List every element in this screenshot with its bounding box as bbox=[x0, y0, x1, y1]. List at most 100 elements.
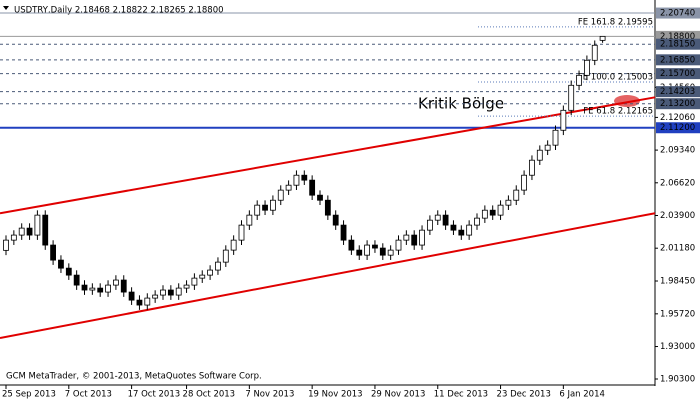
y-tick-label: 2.09340 bbox=[660, 146, 695, 156]
candle-body bbox=[529, 159, 535, 176]
candle-body bbox=[332, 214, 339, 226]
candle-body bbox=[136, 299, 143, 306]
candle-body bbox=[160, 289, 166, 296]
candle-body bbox=[191, 277, 198, 286]
candle-body bbox=[3, 239, 9, 251]
candle-body bbox=[301, 174, 308, 181]
candle-body bbox=[97, 287, 104, 293]
candle-body bbox=[207, 269, 214, 276]
x-tick-label: 28 Oct 2013 bbox=[183, 390, 236, 400]
candle-body bbox=[544, 144, 551, 151]
candle-body bbox=[426, 219, 433, 231]
candle-body bbox=[105, 284, 111, 293]
candle-body bbox=[152, 294, 159, 299]
candle-body bbox=[568, 84, 575, 111]
candle-body bbox=[591, 44, 598, 61]
candle-body bbox=[379, 247, 386, 256]
candle-body bbox=[419, 229, 425, 246]
fib-label: FE 61.8 2.12165 bbox=[583, 107, 653, 117]
candle-body bbox=[348, 239, 355, 251]
x-tick-label: 7 Oct 2013 bbox=[65, 390, 112, 400]
candle-body bbox=[513, 189, 520, 201]
y-tick-label: 1.93000 bbox=[660, 342, 695, 352]
candle-body bbox=[324, 199, 331, 216]
candle-body bbox=[481, 209, 488, 219]
candle-body bbox=[50, 244, 56, 261]
y-tick-label: 1.98450 bbox=[660, 277, 695, 287]
candle-body bbox=[356, 249, 363, 256]
level-label: 2.14203 bbox=[660, 87, 695, 97]
y-tick-label: 1.95720 bbox=[660, 309, 695, 319]
level-label: 2.20740 bbox=[660, 9, 695, 19]
level-label-box bbox=[656, 122, 700, 134]
level-label-box bbox=[656, 54, 700, 66]
candle-body bbox=[372, 244, 378, 249]
candle-body bbox=[450, 224, 457, 231]
candle-body bbox=[552, 129, 559, 146]
candle-body bbox=[89, 287, 96, 291]
x-tick-label: 11 Dec 2013 bbox=[434, 390, 488, 400]
x-tick-label: 23 Dec 2013 bbox=[497, 390, 551, 400]
candle-body bbox=[246, 214, 253, 226]
y-tick-label: 2.12060 bbox=[660, 113, 695, 123]
y-tick-label: 1.90300 bbox=[660, 374, 695, 384]
candle-body bbox=[42, 214, 49, 246]
candle-body bbox=[364, 244, 371, 256]
candle-body bbox=[175, 287, 182, 296]
level-label-box bbox=[656, 7, 700, 19]
chart-title: USDTRY,Daily 2.18468 2.18822 2.18265 2.1… bbox=[14, 6, 224, 16]
candle-body bbox=[285, 184, 292, 191]
candle-body bbox=[317, 194, 323, 201]
level-label-box bbox=[656, 68, 700, 80]
level-label: 2.18800 bbox=[660, 32, 695, 42]
candle-body bbox=[458, 229, 465, 236]
y-tick-label: 2.03900 bbox=[660, 211, 695, 221]
x-tick-label: 17 Oct 2013 bbox=[128, 390, 181, 400]
candle-body bbox=[262, 204, 268, 211]
candle-body bbox=[403, 234, 410, 241]
candle-body bbox=[128, 291, 135, 301]
trend-line bbox=[0, 96, 656, 215]
candle-body bbox=[58, 259, 64, 269]
candle-body bbox=[474, 217, 480, 226]
candle-body bbox=[183, 284, 190, 289]
candle-body bbox=[560, 109, 567, 131]
y-tick-label: 2.01180 bbox=[660, 244, 695, 254]
candle-body bbox=[489, 209, 496, 216]
candle-body bbox=[497, 204, 504, 216]
candle-body bbox=[293, 174, 300, 186]
title-icon bbox=[3, 6, 9, 10]
annotation: Kritik Bölge bbox=[418, 95, 504, 113]
candle-body bbox=[505, 199, 512, 206]
candle-body bbox=[26, 227, 33, 236]
candle-body bbox=[536, 149, 543, 161]
candle-body bbox=[395, 239, 402, 251]
level-label: 2.13200 bbox=[660, 99, 695, 109]
candle-body bbox=[10, 234, 17, 241]
candle-body bbox=[222, 249, 229, 263]
footer: GCM MetaTrader, © 2001-2013, MetaQuotes … bbox=[6, 372, 262, 382]
x-tick-label: 29 Nov 2013 bbox=[371, 390, 425, 400]
candle-body bbox=[65, 267, 72, 276]
x-tick-label: 6 Jan 2014 bbox=[559, 390, 605, 400]
level-label: 2.18150 bbox=[660, 40, 695, 50]
candle-body bbox=[230, 239, 237, 251]
fib-label: FE 161.8 2.19595 bbox=[578, 17, 653, 27]
level-label: 2.15700 bbox=[660, 69, 695, 79]
level-label-box bbox=[656, 38, 700, 50]
candle-body bbox=[81, 284, 88, 291]
candle-body bbox=[73, 274, 80, 286]
candle-body bbox=[576, 74, 582, 86]
level-label: 2.11200 bbox=[660, 123, 695, 133]
candle-body bbox=[387, 249, 394, 256]
candle-body bbox=[277, 189, 284, 201]
candle-body bbox=[199, 274, 206, 279]
candle-body bbox=[599, 35, 606, 41]
x-tick-label: 19 Nov 2013 bbox=[308, 390, 362, 400]
candle-body bbox=[466, 224, 473, 236]
candle-body bbox=[411, 234, 418, 246]
candle-body bbox=[18, 227, 25, 236]
level-label-box bbox=[656, 86, 700, 98]
